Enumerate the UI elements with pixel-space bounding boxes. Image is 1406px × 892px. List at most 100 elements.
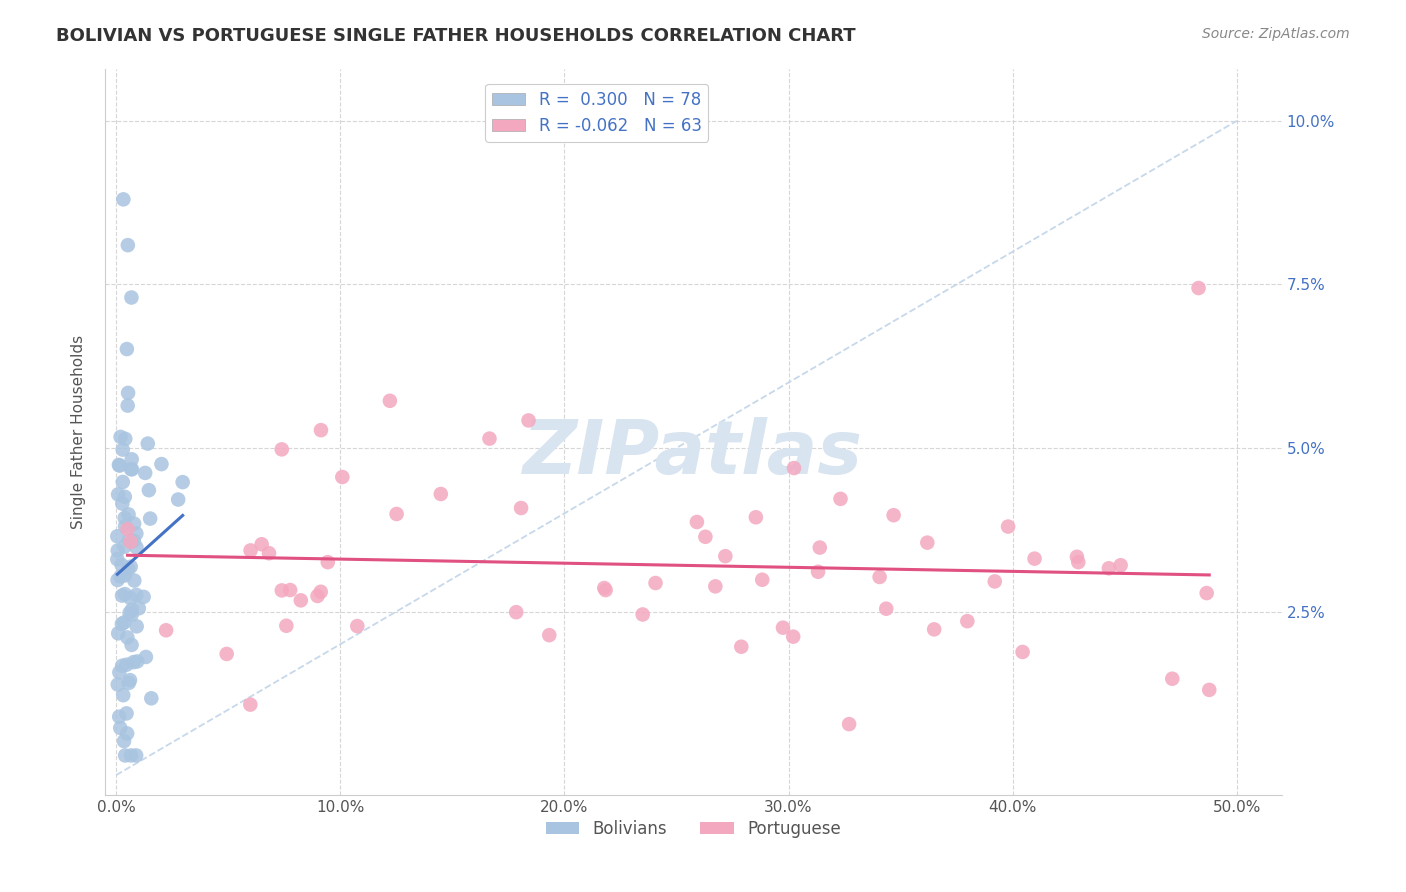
Point	[118, 533, 141, 548]
Point	[239, 698, 262, 712]
Point	[139, 511, 162, 525]
Point	[215, 647, 238, 661]
Point	[922, 623, 945, 637]
Point	[125, 588, 148, 602]
Point	[430, 487, 453, 501]
Point	[114, 748, 136, 763]
Point	[121, 462, 143, 476]
Point	[316, 555, 339, 569]
Point	[141, 691, 163, 706]
Legend: Bolivians, Portuguese: Bolivians, Portuguese	[538, 814, 848, 845]
Point	[346, 619, 368, 633]
Point	[631, 607, 654, 622]
Point	[107, 626, 129, 640]
Point	[108, 665, 131, 680]
Point	[117, 631, 139, 645]
Point	[875, 601, 897, 615]
Point	[510, 501, 533, 516]
Point	[110, 569, 132, 583]
Point	[1195, 586, 1218, 600]
Point	[1024, 551, 1046, 566]
Point	[117, 562, 139, 576]
Point	[125, 526, 148, 541]
Point	[772, 621, 794, 635]
Point	[114, 490, 136, 504]
Point	[111, 442, 134, 457]
Point	[838, 717, 860, 731]
Point	[172, 475, 194, 489]
Point	[107, 543, 129, 558]
Point	[1066, 549, 1088, 564]
Point	[783, 461, 806, 475]
Point	[167, 492, 190, 507]
Point	[107, 573, 129, 587]
Point	[686, 515, 709, 529]
Point	[309, 584, 332, 599]
Point	[1098, 561, 1121, 575]
Point	[111, 497, 134, 511]
Point	[120, 291, 142, 305]
Point	[125, 748, 148, 763]
Point	[122, 655, 145, 669]
Point	[239, 543, 262, 558]
Point	[155, 624, 177, 638]
Point	[808, 541, 831, 555]
Y-axis label: Single Father Households: Single Father Households	[72, 334, 86, 529]
Text: BOLIVIAN VS PORTUGUESE SINGLE FATHER HOUSEHOLDS CORRELATION CHART: BOLIVIAN VS PORTUGUESE SINGLE FATHER HOU…	[56, 27, 856, 45]
Point	[730, 640, 752, 654]
Point	[111, 475, 134, 489]
Point	[517, 413, 540, 427]
Point	[112, 615, 135, 630]
Point	[125, 541, 148, 555]
Point	[270, 442, 292, 457]
Point	[276, 619, 298, 633]
Point	[114, 540, 136, 554]
Point	[138, 483, 160, 498]
Point	[128, 601, 150, 615]
Point	[644, 576, 666, 591]
Point	[136, 436, 159, 450]
Point	[132, 590, 155, 604]
Point	[997, 519, 1019, 533]
Point	[135, 650, 157, 665]
Point	[751, 573, 773, 587]
Point	[782, 630, 804, 644]
Point	[307, 589, 329, 603]
Point	[115, 726, 138, 740]
Point	[593, 581, 616, 595]
Point	[111, 658, 134, 673]
Point	[917, 535, 939, 549]
Point	[117, 508, 139, 522]
Point	[118, 606, 141, 620]
Point	[110, 721, 132, 735]
Point	[105, 552, 128, 566]
Point	[807, 565, 830, 579]
Point	[745, 510, 768, 524]
Point	[1067, 555, 1090, 569]
Point	[883, 508, 905, 523]
Point	[112, 193, 135, 207]
Point	[538, 628, 561, 642]
Point	[105, 529, 128, 543]
Point	[120, 748, 142, 763]
Point	[270, 583, 292, 598]
Text: Source: ZipAtlas.com: Source: ZipAtlas.com	[1202, 27, 1350, 41]
Point	[330, 470, 353, 484]
Point	[120, 462, 142, 476]
Point	[108, 458, 131, 472]
Point	[478, 432, 501, 446]
Point	[830, 491, 852, 506]
Point	[127, 655, 149, 669]
Point	[1161, 672, 1184, 686]
Point	[121, 452, 143, 467]
Point	[107, 677, 129, 691]
Point	[118, 676, 141, 690]
Point	[385, 507, 408, 521]
Point	[956, 614, 979, 628]
Point	[117, 385, 139, 400]
Point	[250, 537, 273, 551]
Point	[704, 579, 727, 593]
Point	[115, 657, 138, 672]
Point	[134, 466, 156, 480]
Point	[120, 559, 142, 574]
